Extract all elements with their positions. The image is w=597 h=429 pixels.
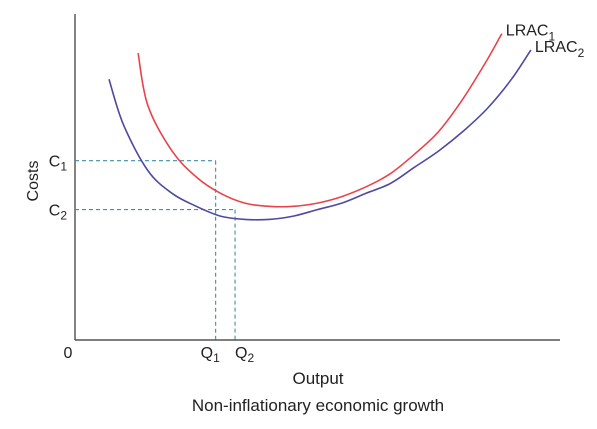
y-tick-label-1: C1 — [49, 154, 68, 174]
x-tick-label-1: Q1 — [201, 345, 220, 365]
series-line-1 — [137, 33, 503, 208]
origin-label: 0 — [64, 345, 73, 362]
chart-caption: Non-inflationary economic growth — [192, 396, 444, 415]
y-axis-label: Costs — [25, 161, 42, 202]
series-label-1: LRAC1 — [506, 23, 556, 44]
tick-labels: C1 Q1 C2 Q2 — [49, 154, 255, 365]
series-line-2 — [108, 49, 532, 221]
series-label-2: LRAC2 — [535, 39, 585, 60]
y-tick-label-2: C2 — [49, 203, 68, 223]
x-axis-label: Output — [292, 369, 343, 388]
x-tick-label-2: Q2 — [235, 345, 254, 365]
